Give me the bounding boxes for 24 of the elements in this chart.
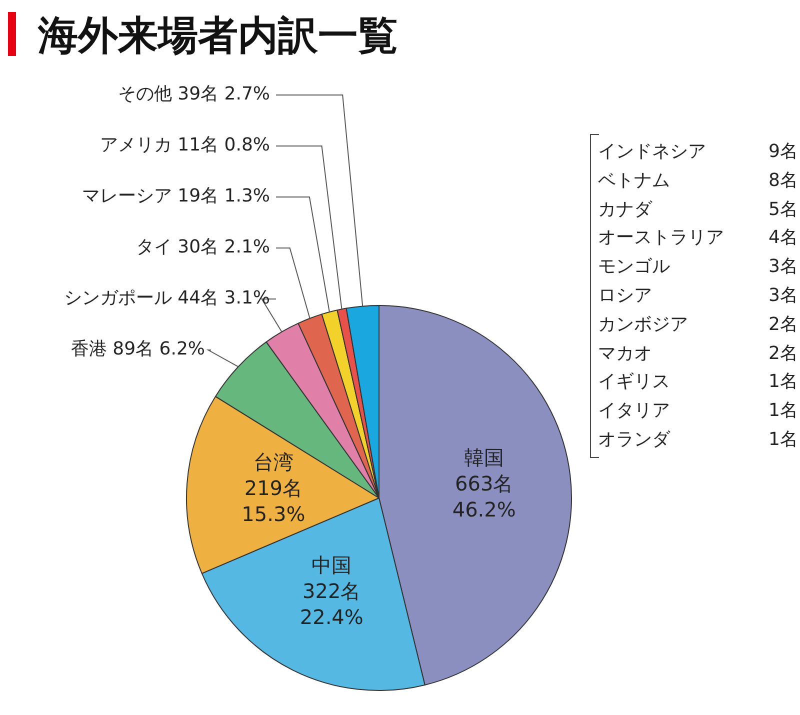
data-label: 219名 15.3%	[242, 476, 306, 526]
slice-label: タイ 30名 2.1%	[136, 236, 270, 258]
slice-label: マレーシア 19名 1.3%	[82, 186, 270, 207]
text: マカオ 2名	[598, 342, 798, 364]
slice-label: 韓国	[464, 445, 504, 470]
chart-title: 海外来場者内訳一覧	[38, 12, 398, 61]
slice-label: アメリカ 11名 0.8%	[100, 134, 270, 156]
slice-label: 香港 89名 6.2%	[70, 338, 205, 360]
text: ロシア 3名	[598, 284, 798, 306]
text: カナダ 5名	[598, 198, 798, 220]
slice-label: その他 39名 2.7%	[118, 84, 270, 105]
text: ベトナム 8名	[598, 170, 798, 191]
text: オランダ 1名	[598, 428, 798, 450]
data-label: 663名 46.2%	[452, 471, 516, 522]
text: イタリア 1名	[598, 400, 798, 422]
slice-label: 台湾	[253, 450, 294, 474]
data-label: 322名 22.4%	[300, 578, 364, 629]
text: インドネシア 9名	[598, 141, 798, 162]
text: モンゴル 3名	[598, 256, 798, 278]
text: イギリス 1名	[598, 371, 798, 392]
slice-label: シンガポール 44名 3.1%	[64, 288, 270, 309]
slice-label: 中国	[312, 552, 352, 577]
text: カンボジア 2名	[598, 314, 798, 335]
text: オーストラリア 4名	[598, 227, 798, 248]
